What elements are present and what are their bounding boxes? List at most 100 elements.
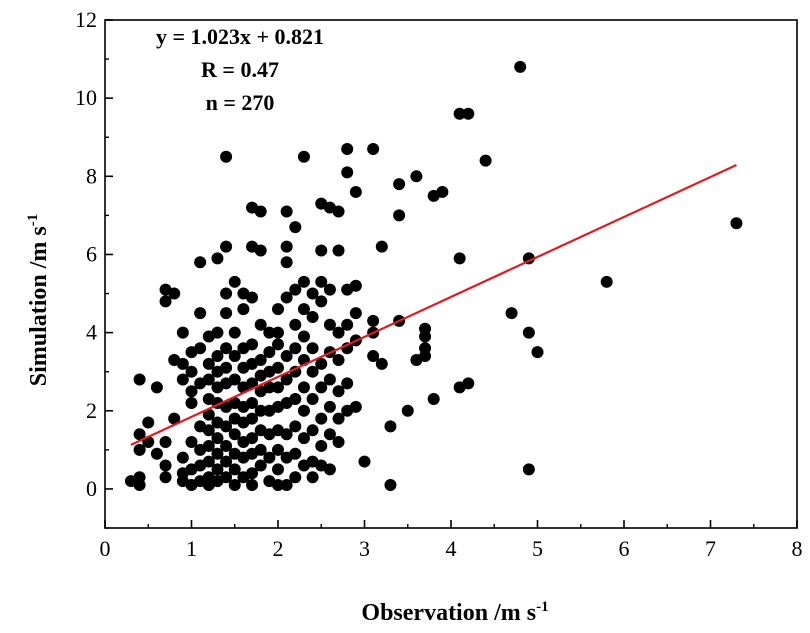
data-point bbox=[289, 447, 302, 460]
data-point bbox=[202, 439, 215, 452]
data-point bbox=[419, 350, 432, 363]
data-point bbox=[228, 275, 241, 288]
y-tick-label: 8 bbox=[86, 163, 97, 188]
data-point bbox=[272, 303, 284, 316]
data-point bbox=[254, 404, 267, 417]
data-point bbox=[228, 428, 241, 441]
data-point bbox=[280, 256, 293, 269]
data-point bbox=[211, 252, 224, 265]
data-point bbox=[159, 436, 172, 449]
data-point bbox=[600, 275, 613, 288]
data-point bbox=[522, 463, 535, 476]
data-point bbox=[514, 60, 527, 73]
data-point bbox=[142, 416, 155, 429]
data-point bbox=[202, 373, 215, 386]
data-point bbox=[323, 428, 336, 441]
data-point bbox=[263, 381, 276, 394]
data-point bbox=[228, 350, 241, 363]
data-point bbox=[297, 404, 310, 417]
data-point bbox=[185, 396, 198, 409]
data-point bbox=[462, 377, 475, 390]
data-point bbox=[315, 381, 328, 394]
data-point bbox=[194, 256, 207, 269]
data-point bbox=[367, 350, 380, 363]
data-point bbox=[176, 451, 189, 464]
data-point bbox=[323, 318, 336, 331]
data-point bbox=[297, 275, 310, 288]
data-point bbox=[254, 443, 267, 456]
data-point bbox=[254, 244, 267, 257]
data-point bbox=[133, 443, 146, 456]
data-point bbox=[289, 283, 302, 296]
fit-line-group bbox=[130, 164, 737, 446]
data-point bbox=[280, 205, 293, 218]
data-point bbox=[133, 428, 146, 441]
data-point bbox=[150, 447, 163, 460]
data-point bbox=[332, 412, 345, 425]
data-point bbox=[254, 318, 267, 331]
y-tick-label: 2 bbox=[86, 398, 97, 423]
data-point bbox=[306, 471, 319, 484]
x-tick-label: 0 bbox=[100, 536, 111, 561]
data-point bbox=[133, 373, 146, 386]
data-point bbox=[332, 353, 345, 366]
data-point bbox=[220, 455, 233, 468]
y-axis-title-superscript: -1 bbox=[25, 214, 41, 227]
data-point bbox=[306, 310, 319, 323]
data-point bbox=[185, 385, 198, 398]
data-point bbox=[263, 326, 276, 339]
y-axis-ticks: 0 2 4 6 8 10 12 bbox=[75, 7, 113, 529]
data-point bbox=[220, 307, 233, 320]
data-point bbox=[297, 330, 310, 343]
data-point bbox=[159, 459, 172, 472]
x-tick-label: 2 bbox=[273, 536, 284, 561]
data-point bbox=[220, 420, 233, 433]
data-point bbox=[306, 342, 319, 355]
data-point bbox=[730, 217, 743, 230]
data-point bbox=[280, 291, 293, 304]
data-point bbox=[272, 463, 284, 476]
data-point bbox=[220, 240, 233, 253]
data-point bbox=[375, 240, 388, 253]
data-point bbox=[384, 420, 397, 433]
data-point bbox=[341, 377, 354, 390]
y-tick-label: 4 bbox=[86, 320, 97, 345]
x-tick-label: 3 bbox=[359, 536, 370, 561]
data-point bbox=[436, 185, 449, 198]
data-point bbox=[168, 412, 181, 425]
data-point bbox=[159, 295, 172, 308]
data-point bbox=[272, 338, 284, 351]
data-point bbox=[427, 393, 440, 406]
data-point bbox=[332, 205, 345, 218]
x-axis-title-superscript: -1 bbox=[536, 599, 549, 615]
data-point bbox=[306, 393, 319, 406]
data-point bbox=[289, 393, 302, 406]
data-point bbox=[185, 365, 198, 378]
data-point bbox=[419, 322, 432, 335]
data-point bbox=[228, 479, 241, 492]
data-point bbox=[375, 357, 388, 370]
data-point bbox=[272, 443, 284, 456]
x-axis-title: Observation /m s-1 bbox=[361, 599, 548, 626]
data-point bbox=[332, 385, 345, 398]
x-tick-label: 6 bbox=[619, 536, 630, 561]
data-point bbox=[384, 479, 397, 492]
data-point bbox=[306, 424, 319, 437]
data-point bbox=[315, 275, 328, 288]
data-point bbox=[254, 459, 267, 472]
data-point bbox=[176, 357, 189, 370]
data-point bbox=[349, 400, 362, 413]
data-point bbox=[202, 408, 215, 421]
data-point bbox=[341, 318, 354, 331]
data-points bbox=[124, 60, 743, 492]
data-point bbox=[289, 420, 302, 433]
data-point bbox=[289, 318, 302, 331]
data-point bbox=[220, 471, 233, 484]
data-point bbox=[202, 455, 215, 468]
data-point bbox=[220, 361, 233, 374]
data-point bbox=[323, 463, 336, 476]
data-point bbox=[176, 326, 189, 339]
data-point bbox=[349, 279, 362, 292]
data-point bbox=[323, 373, 336, 386]
data-point bbox=[315, 244, 328, 257]
